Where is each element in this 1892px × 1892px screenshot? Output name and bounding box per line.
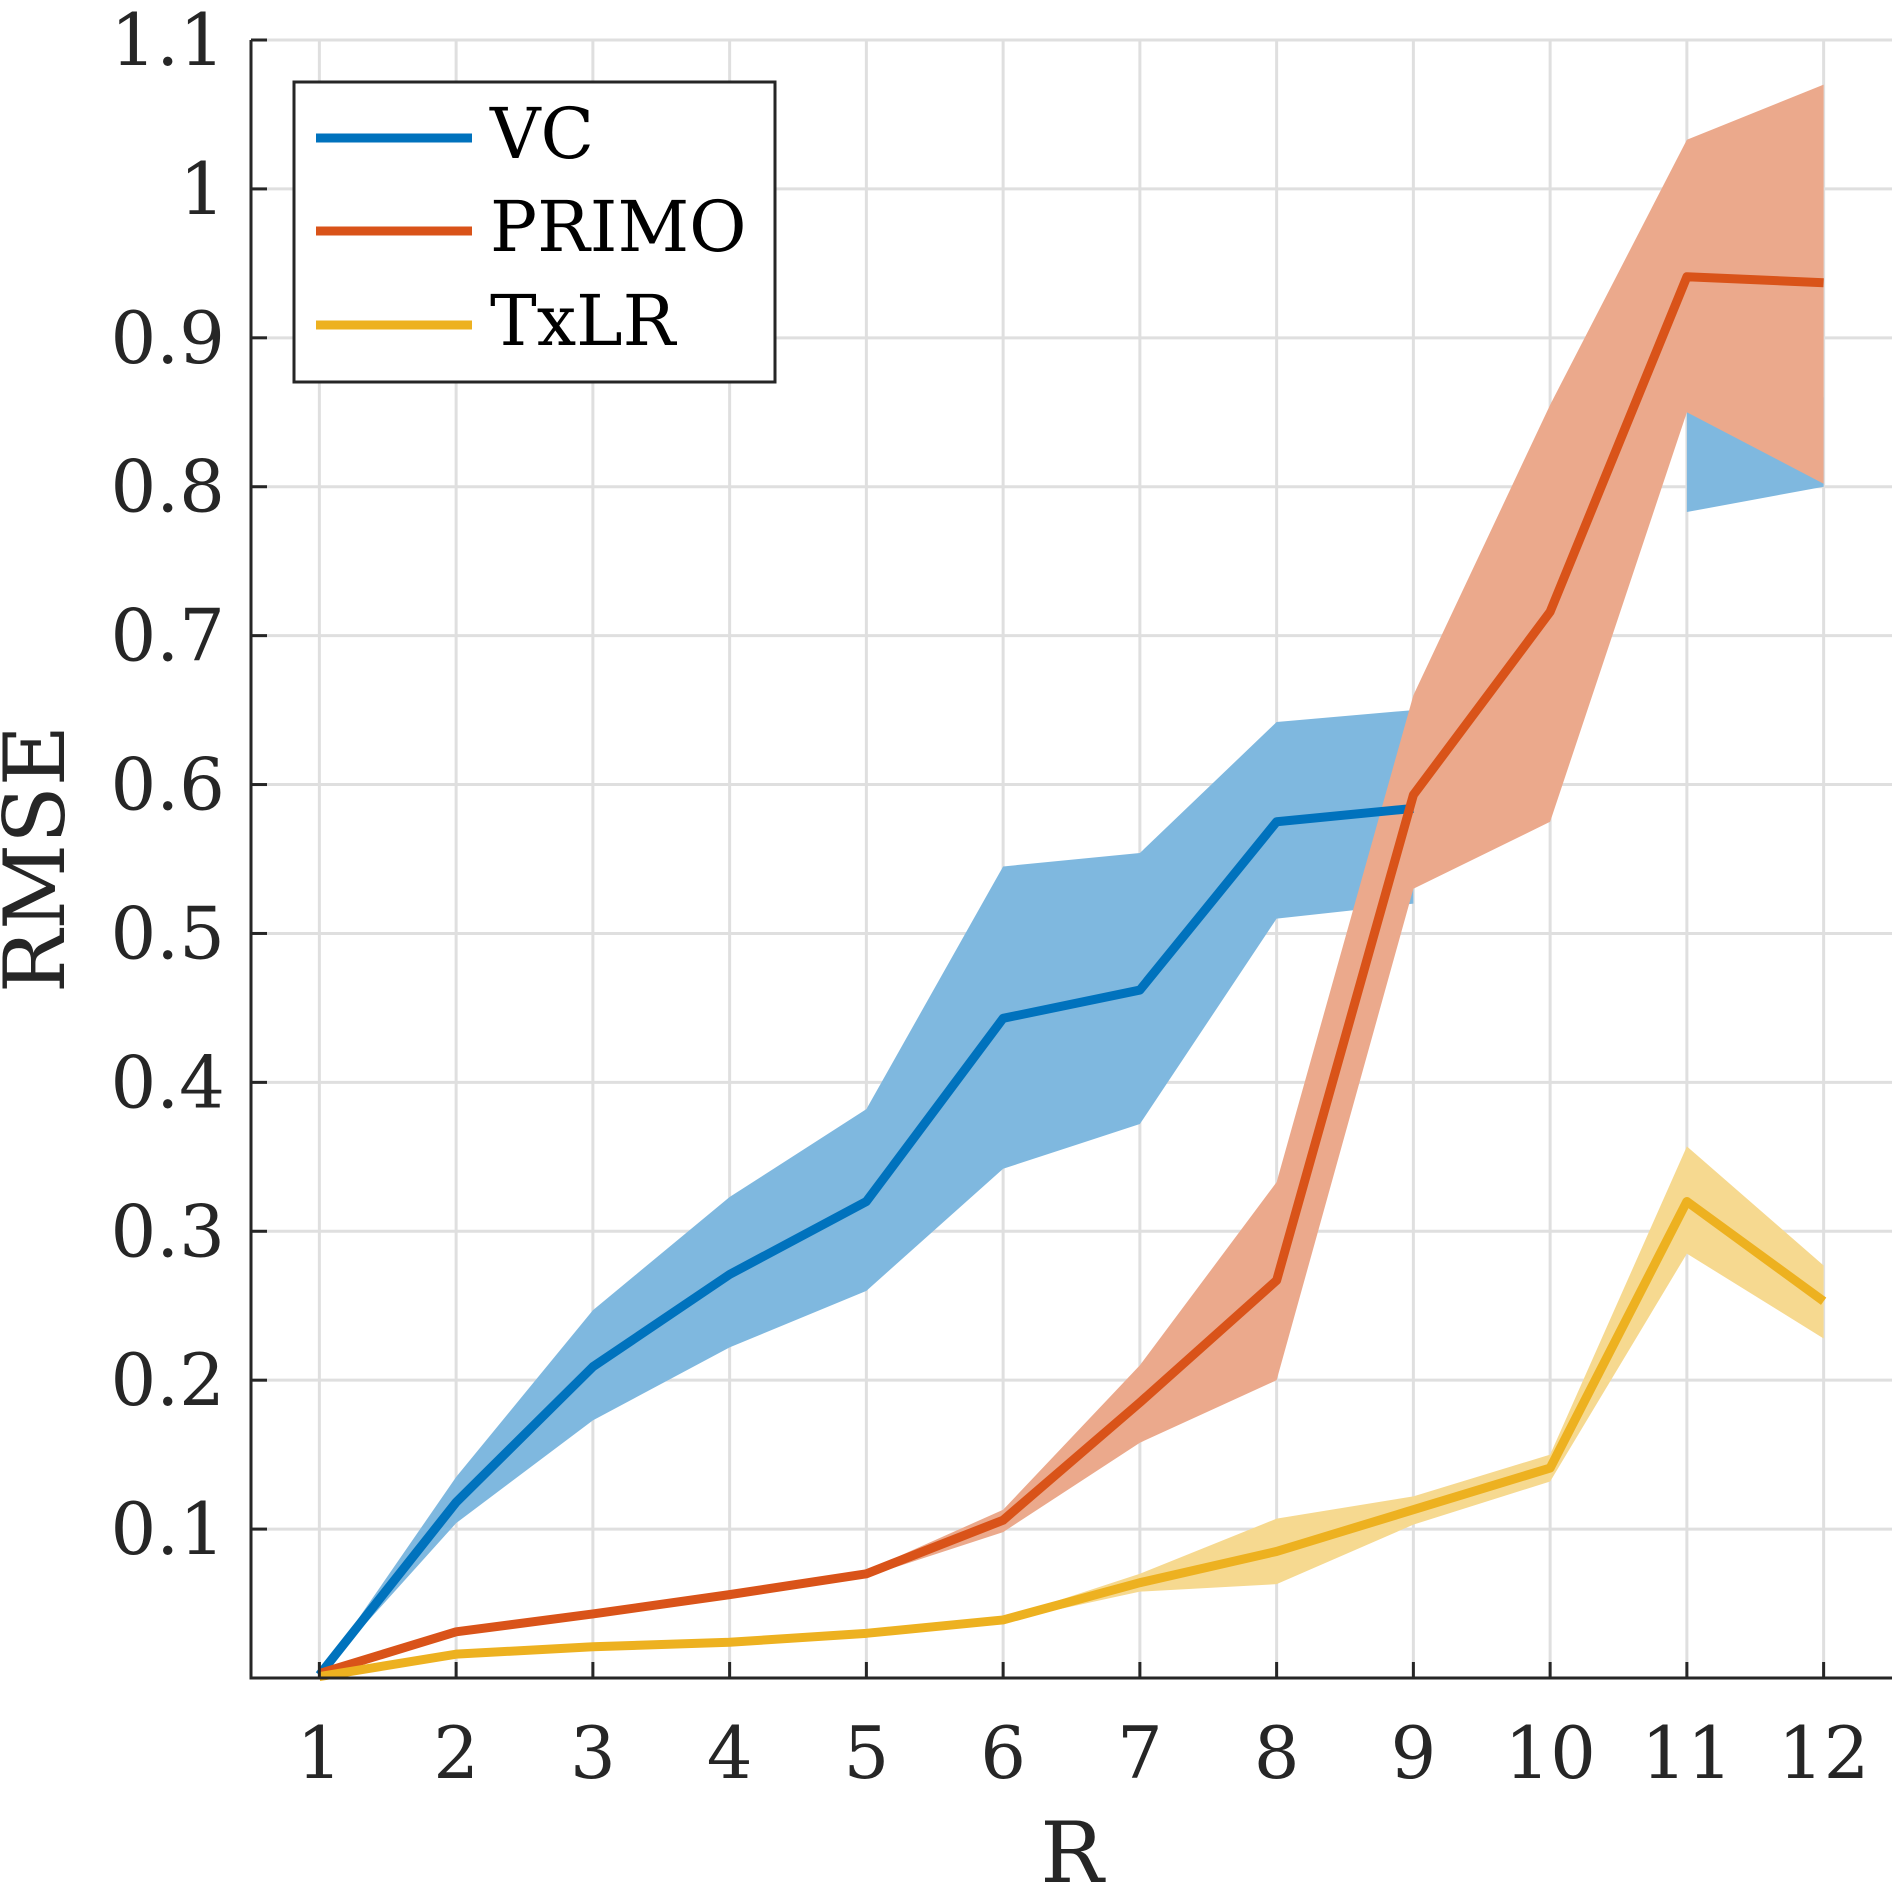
y-axis-label: RMSE: [0, 725, 84, 993]
y-tick-label: 1.1: [110, 0, 225, 82]
series-lines: [315, 272, 1827, 1681]
x-tick-label: 7: [1117, 1711, 1163, 1795]
legend: VC PRIMO TxLR: [292, 80, 777, 384]
y-tick-label: 0.3: [110, 1189, 225, 1273]
x-tick-label: 9: [1390, 1711, 1436, 1795]
legend-label-vc: VC: [489, 93, 594, 175]
legend-label-txlr: TxLR: [490, 280, 678, 362]
axes: [249, 38, 1892, 1680]
confidence-bands: [319, 84, 1824, 1677]
x-tick-label: 12: [1778, 1711, 1870, 1795]
y-tick-label: 0.4: [110, 1040, 225, 1124]
series-line-vc: [315, 803, 1414, 1678]
legend-label-primo: PRIMO: [490, 186, 747, 268]
x-tick-label: 6: [980, 1711, 1026, 1795]
series-line-primo: [318, 272, 1824, 1678]
x-tick-label: 8: [1254, 1711, 1300, 1795]
y-tick-label: 0.8: [110, 445, 225, 529]
band-vc: [319, 710, 1414, 1676]
series-line-txlr: [318, 1196, 1827, 1681]
y-tick-label: 0.5: [110, 891, 225, 975]
x-tick-label: 11: [1641, 1711, 1733, 1795]
y-tick-label: 0.2: [110, 1338, 225, 1422]
x-tick-label: 1: [296, 1711, 342, 1795]
y-tick-label: 0.1: [110, 1487, 225, 1571]
band-txlr: [319, 1146, 1824, 1677]
y-tick-label: 1: [179, 147, 225, 231]
x-tick-label: 5: [843, 1711, 889, 1795]
x-tick-label: 4: [707, 1711, 753, 1795]
axis-lines: [249, 40, 1892, 1680]
tick-labels: 1 2 3 4 5 6 7 8 9 10 11 120.10.20.30.40.50.60.70.80…: [110, 0, 1869, 1795]
x-axis-label: R: [1040, 1804, 1106, 1892]
y-tick-label: 0.6: [110, 743, 225, 827]
band-primo: [319, 84, 1824, 1674]
x-tick-label: 10: [1504, 1711, 1596, 1795]
y-tick-label: 0.9: [110, 296, 225, 380]
x-tick-label: 2: [433, 1711, 479, 1795]
y-tick-label: 0.7: [110, 594, 225, 678]
x-tick-label: 3: [570, 1711, 616, 1795]
